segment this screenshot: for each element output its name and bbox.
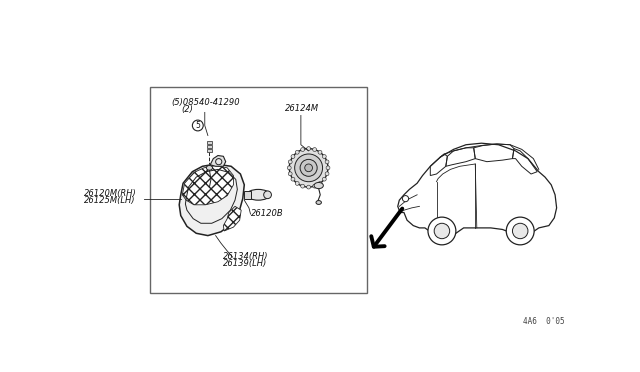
Circle shape (289, 148, 328, 187)
Polygon shape (182, 166, 234, 205)
Ellipse shape (316, 201, 321, 205)
Circle shape (325, 172, 329, 176)
Circle shape (313, 184, 317, 188)
Circle shape (313, 148, 317, 151)
Text: 4A6  0'05: 4A6 0'05 (523, 317, 564, 326)
Circle shape (300, 159, 317, 176)
Circle shape (326, 166, 330, 170)
Circle shape (307, 147, 310, 151)
Circle shape (288, 172, 292, 176)
Text: 5: 5 (195, 121, 200, 130)
Circle shape (291, 155, 295, 158)
Text: 26124M: 26124M (285, 104, 319, 113)
Text: 26139(LH): 26139(LH) (223, 259, 268, 269)
Circle shape (325, 160, 329, 164)
Circle shape (216, 158, 222, 165)
Text: 26125M(LH): 26125M(LH) (84, 196, 136, 205)
Polygon shape (210, 155, 226, 166)
Circle shape (295, 150, 299, 154)
Circle shape (506, 217, 534, 245)
Circle shape (318, 182, 322, 185)
Ellipse shape (314, 183, 323, 189)
Circle shape (323, 177, 326, 181)
Polygon shape (397, 143, 557, 235)
Circle shape (294, 154, 323, 182)
Bar (244, 191, 250, 199)
Text: 26120B: 26120B (250, 209, 283, 218)
Ellipse shape (264, 191, 271, 199)
Circle shape (513, 223, 528, 239)
Text: 26120M(RH): 26120M(RH) (84, 189, 136, 198)
Circle shape (318, 150, 322, 154)
Circle shape (295, 182, 299, 185)
Circle shape (305, 164, 312, 172)
Circle shape (288, 160, 292, 164)
Circle shape (301, 148, 305, 151)
Ellipse shape (206, 166, 212, 170)
Circle shape (307, 185, 310, 189)
Bar (207, 148, 212, 152)
Polygon shape (179, 164, 244, 235)
Text: (2): (2) (182, 105, 193, 115)
Circle shape (403, 196, 408, 202)
Circle shape (291, 177, 295, 181)
Circle shape (301, 184, 305, 188)
Circle shape (434, 223, 450, 239)
Text: 26134(RH): 26134(RH) (223, 252, 269, 261)
Ellipse shape (246, 189, 270, 200)
Bar (150, 87, 367, 294)
Text: (5)08540-41290: (5)08540-41290 (172, 99, 240, 108)
Polygon shape (223, 206, 241, 231)
Circle shape (428, 217, 456, 245)
Circle shape (323, 155, 326, 158)
Circle shape (193, 120, 204, 131)
Bar (207, 145, 212, 148)
Circle shape (287, 166, 291, 170)
Bar (207, 141, 212, 144)
